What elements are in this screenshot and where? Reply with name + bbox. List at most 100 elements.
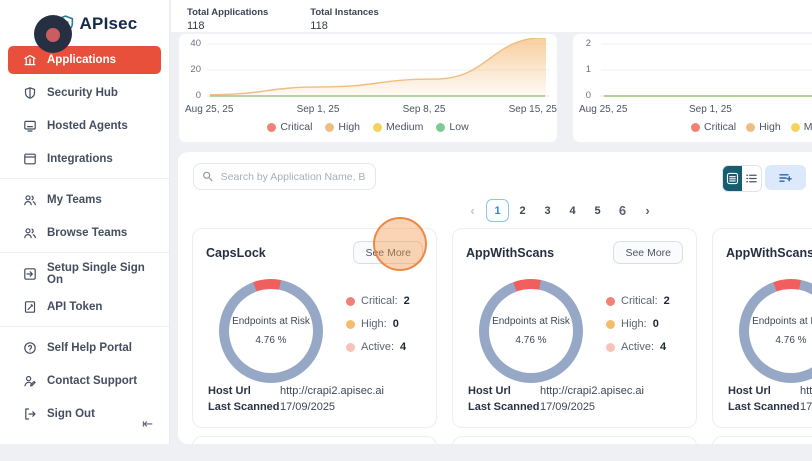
legend-dot-critical xyxy=(691,122,700,132)
next-row-cards-peek xyxy=(192,436,812,444)
metric-dot xyxy=(346,296,355,306)
donut-center-value: 4.76 % xyxy=(775,335,807,346)
divider xyxy=(0,178,169,179)
sidebar-item-setup-sso[interactable]: Setup Single Sign On xyxy=(8,260,161,288)
divider xyxy=(0,326,169,327)
metric-dot xyxy=(606,296,615,306)
card-view-icon xyxy=(726,172,739,185)
divider xyxy=(0,252,169,253)
application-name: AppWithScans xyxy=(466,245,555,260)
search-bar xyxy=(193,163,376,190)
pagination-page-4[interactable]: 4 xyxy=(569,204,576,217)
donut-center-label: Endpoints at Risk xyxy=(752,316,812,327)
sidebar: APIsec Applications Security Hub Hosted … xyxy=(0,0,170,444)
area-chart xyxy=(601,43,812,97)
pagination-page-1[interactable]: 1 xyxy=(486,199,509,222)
sidebar-nav: Applications Security Hub Hosted Agents … xyxy=(0,44,169,428)
my-teams-icon xyxy=(24,195,36,206)
sidebar-item-contact-support[interactable]: Contact Support xyxy=(8,367,161,395)
application-name: CapsLock xyxy=(206,245,266,260)
host-url-value: http://crapi2.apisec.ai xyxy=(800,385,812,397)
legend-item: Critical xyxy=(267,121,312,133)
pagination-prev[interactable]: ‹ xyxy=(470,203,475,218)
x-tick: Sep 8, 25 xyxy=(402,104,446,115)
area-chart xyxy=(207,38,549,97)
legend-dot-medium xyxy=(790,122,800,132)
card-footer: Host Url http://crapi2.apisec.ai Last Sca… xyxy=(208,383,384,415)
host-url-value: http://crapi2.apisec.ai xyxy=(280,385,384,397)
pagination-page-2[interactable]: 2 xyxy=(519,204,526,217)
filter-add-icon xyxy=(779,173,792,182)
metric-high: High: 0 xyxy=(606,318,670,330)
y-tick: 20 xyxy=(190,64,201,75)
legend-dot-critical xyxy=(267,122,277,132)
filter-add-button[interactable] xyxy=(765,165,806,190)
pagination-next[interactable]: › xyxy=(645,203,650,218)
endpoints-at-risk-donut: Endpoints at Risk 4.76 % xyxy=(479,279,583,383)
search-input[interactable] xyxy=(218,169,367,184)
application-name: AppWithScans xyxy=(726,245,812,260)
integrations-icon xyxy=(24,153,36,165)
card-footer: Host Url http://crapi2.apisec.ai Last Sca… xyxy=(468,383,644,415)
view-toggle xyxy=(722,165,762,192)
list-view-icon xyxy=(746,174,757,183)
sidebar-item-label: Browse Teams xyxy=(47,227,128,239)
metric-active: Active: 4 xyxy=(606,341,670,353)
pagination-page-6[interactable]: 6 xyxy=(618,203,627,218)
legend-item: High xyxy=(746,121,781,133)
click-indicator-dot xyxy=(46,28,60,42)
sidebar-item-label: Integrations xyxy=(47,153,113,165)
sidebar-item-applications[interactable]: Applications xyxy=(8,46,161,74)
sidebar-item-label: Sign Out xyxy=(47,408,95,420)
x-tick: Sep 1, 25 xyxy=(689,104,732,115)
sidebar-item-api-token[interactable]: API Token xyxy=(8,293,161,321)
sidebar-collapse-icon[interactable]: ⇤ xyxy=(142,416,153,431)
legend-item: Medium xyxy=(373,121,423,133)
sidebar-item-label: Security Hub xyxy=(47,87,118,99)
see-more-button[interactable]: See More xyxy=(613,241,683,264)
y-tick: 0 xyxy=(195,90,201,101)
chart-legend: Critical High Medium xyxy=(691,121,812,133)
card-view-button[interactable] xyxy=(723,166,742,191)
donut-center-value: 4.76 % xyxy=(255,335,287,346)
sidebar-item-label: API Token xyxy=(47,301,103,313)
x-tick: Aug 25, 25 xyxy=(579,104,628,115)
stat-value: 118 xyxy=(187,20,205,32)
sidebar-item-my-teams[interactable]: My Teams xyxy=(8,186,161,214)
sidebar-item-security-hub[interactable]: Security Hub xyxy=(8,79,161,107)
y-tick: 2 xyxy=(585,38,591,49)
sidebar-item-label: My Teams xyxy=(47,194,102,206)
metric-dot xyxy=(606,319,615,329)
instances-trend-chart-card: 2 1 0 Aug 25, 25 Sep 1, 25 Critical High… xyxy=(572,33,812,143)
stat-total-applications: Total Applications 118 xyxy=(187,7,268,32)
sidebar-item-sign-out[interactable]: Sign Out xyxy=(8,400,161,428)
sidebar-item-label: Self Help Portal xyxy=(47,342,132,354)
hosted-agents-icon xyxy=(24,120,36,132)
list-view-button[interactable] xyxy=(742,166,761,191)
stat-value: 118 xyxy=(310,20,328,32)
host-url-label: Host Url xyxy=(468,385,511,397)
application-card-peek xyxy=(452,436,697,444)
applications-panel: ‹ 1 2 3 4 5 6 › CapsLock See More xyxy=(178,152,812,444)
last-scanned-value: 17/09/2025 xyxy=(540,401,596,413)
metric-active: Active: 4 xyxy=(346,341,410,353)
card-footer: Host Url http://crapi2.apisec.ai Last Sca… xyxy=(728,383,812,415)
sidebar-item-label: Hosted Agents xyxy=(47,120,128,132)
metric-dot xyxy=(606,342,615,352)
y-tick: 40 xyxy=(190,38,201,49)
sidebar-item-integrations[interactable]: Integrations xyxy=(8,145,161,173)
click-indicator xyxy=(34,15,72,53)
application-cards: CapsLock See More Endpoints at Risk 4.76… xyxy=(192,228,812,428)
sidebar-item-self-help-portal[interactable]: Self Help Portal xyxy=(8,334,161,362)
sidebar-item-hosted-agents[interactable]: Hosted Agents xyxy=(8,112,161,140)
brand-name: APIsec xyxy=(79,14,138,33)
sidebar-item-label: Applications xyxy=(47,54,117,66)
application-card: AppWithScans See More Endpoints at Risk … xyxy=(712,228,812,428)
donut-center-value: 4.76 % xyxy=(515,335,547,346)
sidebar-item-browse-teams[interactable]: Browse Teams xyxy=(8,219,161,247)
sign-out-icon xyxy=(25,408,36,420)
x-tick: Sep 1, 25 xyxy=(296,104,340,115)
pagination-page-5[interactable]: 5 xyxy=(594,204,601,217)
sso-icon xyxy=(24,268,36,280)
pagination-page-3[interactable]: 3 xyxy=(544,204,551,217)
